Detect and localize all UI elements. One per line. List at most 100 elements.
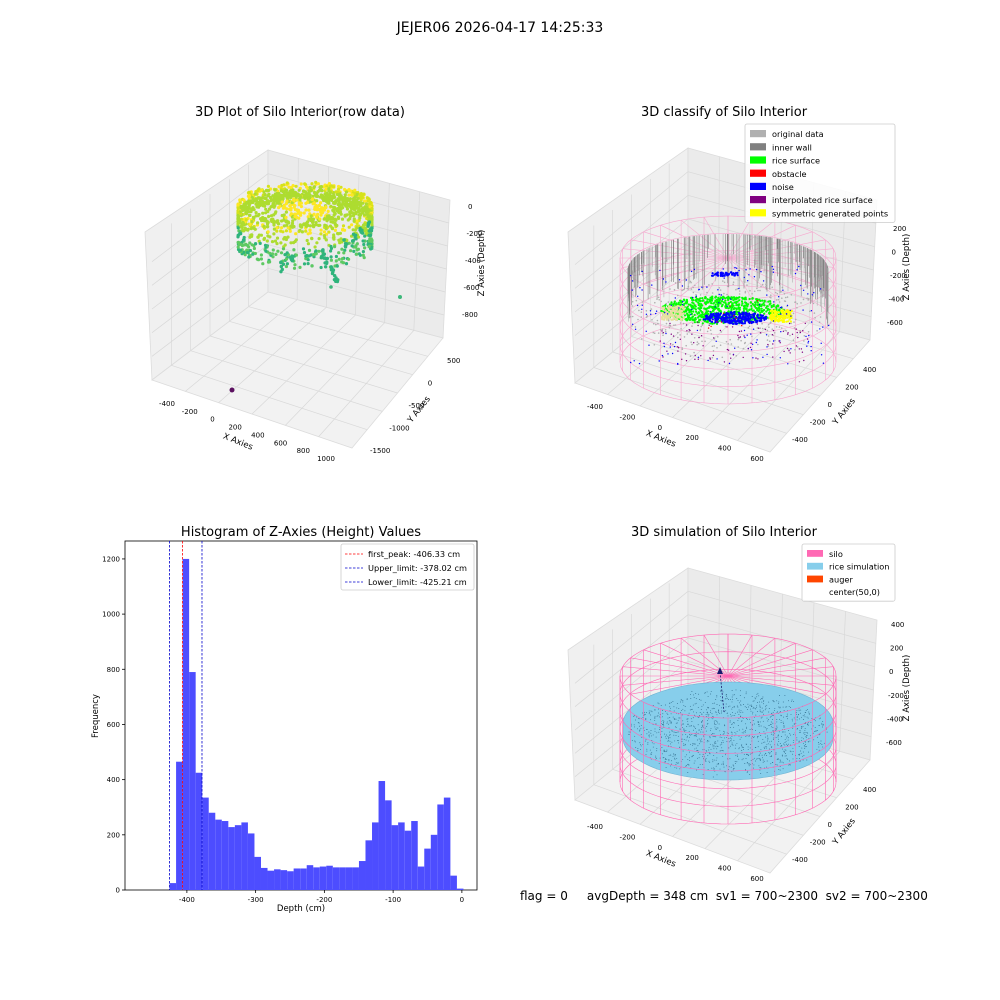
- original-point: [775, 299, 778, 301]
- interpolated-point: [779, 342, 781, 344]
- rice-mesh-point: [696, 739, 698, 741]
- rice-mesh-point: [822, 746, 824, 748]
- rice-mesh-point: [716, 763, 718, 765]
- rice-mesh-point: [761, 707, 763, 709]
- rice-mesh-point: [762, 759, 764, 761]
- rice-mesh-point: [792, 753, 794, 755]
- data-point: [267, 207, 272, 211]
- rice-mesh-point: [722, 761, 724, 763]
- rice-mesh-point: [666, 751, 668, 753]
- rice-mesh-point: [753, 764, 755, 766]
- rice-mesh-point: [673, 731, 675, 733]
- interpolated-point: [802, 330, 804, 332]
- noise-point: [690, 313, 692, 316]
- rice-mesh-point: [669, 740, 671, 742]
- data-point: [288, 204, 292, 208]
- rice-mesh-point: [716, 704, 718, 705]
- rice-mesh-point: [759, 709, 761, 711]
- rice-mesh-point: [760, 698, 762, 700]
- noise-point: [723, 277, 725, 279]
- x-tick-label: -300: [248, 896, 264, 904]
- original-point: [786, 296, 789, 298]
- noise-point: [749, 317, 752, 320]
- interpolated-point: [803, 359, 805, 362]
- rice-mesh-point: [804, 714, 805, 716]
- data-point: [252, 208, 256, 212]
- rice-mesh-point: [645, 712, 647, 714]
- rice-mesh-point: [702, 755, 704, 757]
- y-tick-label: 600: [107, 721, 120, 729]
- histogram-bar: [430, 834, 438, 890]
- interpolated-point: [755, 357, 757, 359]
- interpolated-point: [726, 326, 728, 328]
- data-point: [337, 184, 341, 189]
- data-point: [314, 203, 318, 208]
- data-point: [282, 237, 286, 241]
- noise-point: [749, 315, 752, 318]
- rice-mesh-point: [698, 699, 700, 700]
- data-point: [248, 241, 252, 245]
- x-tick-label: -100: [385, 896, 401, 904]
- rice-mesh-point: [759, 760, 761, 761]
- rice-mesh-point: [749, 774, 751, 776]
- rice-mesh-point: [759, 706, 761, 708]
- rice-mesh-point: [682, 701, 684, 703]
- rice-mesh-point: [708, 760, 710, 762]
- noise-point: [651, 284, 653, 286]
- rice-mesh-point: [695, 735, 697, 737]
- rice-mesh-point: [779, 759, 781, 761]
- rice-mesh-point: [766, 740, 768, 742]
- rice-mesh-point: [772, 719, 773, 721]
- rice-mesh-point: [770, 763, 772, 765]
- rice-mesh-point: [796, 739, 798, 741]
- noise-point: [641, 308, 643, 310]
- data-point: [333, 201, 337, 205]
- interpolated-point: [712, 354, 715, 357]
- rice-mesh-point: [738, 729, 740, 731]
- data-point: [334, 254, 338, 259]
- data-point: [349, 214, 353, 218]
- noise-point: [678, 279, 681, 281]
- histogram-bar: [189, 672, 196, 890]
- rice-mesh-point: [722, 762, 724, 764]
- data-point: [270, 252, 275, 256]
- rice-mesh-point: [766, 755, 768, 756]
- data-point: [242, 223, 246, 227]
- rice-mesh-point: [802, 725, 804, 727]
- rice-mesh-point: [740, 715, 742, 717]
- rice-mesh-point: [670, 754, 672, 756]
- rice-surface-point: [725, 303, 728, 306]
- histogram-bar: [306, 865, 314, 890]
- original-point: [759, 327, 761, 330]
- data-point: [306, 262, 310, 266]
- data-point: [310, 182, 314, 186]
- rice-surface-point: [704, 297, 707, 300]
- original-point: [770, 294, 772, 297]
- rice-mesh-point: [791, 700, 793, 702]
- rice-mesh-point: [793, 717, 795, 719]
- rice-mesh-point: [790, 751, 792, 753]
- data-point: [273, 211, 277, 215]
- rice-mesh-point: [728, 699, 729, 700]
- data-point: [239, 204, 243, 208]
- rice-mesh-point: [689, 705, 691, 707]
- rice-mesh-point: [741, 744, 743, 746]
- rice-mesh-point: [720, 750, 722, 752]
- rice-mesh-point: [798, 708, 800, 710]
- data-point: [334, 259, 338, 263]
- rice-mesh-point: [685, 765, 687, 767]
- noise-point: [786, 304, 789, 307]
- interpolated-point: [740, 330, 743, 332]
- interpolated-point: [759, 332, 762, 334]
- data-point: [244, 202, 248, 206]
- data-point: [290, 221, 295, 225]
- rice-mesh-point: [783, 716, 785, 718]
- data-point: [337, 257, 341, 261]
- rice-mesh-point: [796, 715, 798, 717]
- data-point: [266, 194, 270, 198]
- rice-mesh-point: [747, 703, 749, 705]
- noise-point: [728, 362, 731, 365]
- rice-mesh-point: [702, 719, 703, 721]
- data-point: [339, 194, 343, 198]
- noise-point: [808, 334, 810, 337]
